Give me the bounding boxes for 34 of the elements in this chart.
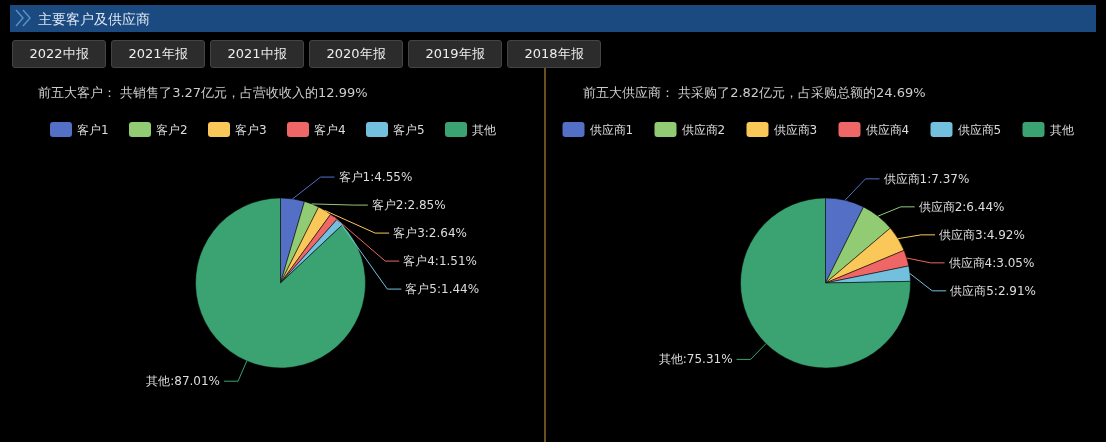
text: 2018年报 [507,40,601,68]
legend-label: 客户3 [235,123,267,137]
legend-label: 供应商4 [865,123,910,137]
legend-label: 其他 [472,123,496,137]
legend-label: 客户2 [156,123,188,137]
chart-title: 主要客户及供应商 [38,11,150,27]
data-label: 客户2:2.85% [371,198,446,213]
data-label: 供应商3:4.92% [939,227,1025,242]
legend-label: 客户5 [393,123,425,137]
data-label: 供应商4:3.05% [948,255,1035,270]
text: 2019年报 [408,40,502,68]
chart-subtitle: 前五大供应商： 共采购了2.82亿元，占采购总额的24.69% [583,85,926,100]
chart-subtitle: 前五大客户： 共销售了3.27亿元，占营收收入的12.99% [38,85,368,100]
legend-label: 客户1 [77,123,109,137]
data-label: 供应商1:7.37% [883,171,970,186]
data-label: 客户3:2.64% [393,226,467,241]
data-label: 客户4:1.51% [403,254,478,269]
data-label: 其他:87.01% [146,374,221,389]
text: 2021年报 [111,40,205,68]
legend-label: 供应商2 [681,123,726,137]
legend-label: 客户4 [314,123,346,137]
text: 2022中报 [12,40,106,68]
text: 2020年报 [309,40,403,68]
legend-label: 供应商3 [773,123,818,137]
data-label: 其他:75.31% [658,352,733,367]
text: 2021中报 [210,40,304,68]
pie-slice [740,197,911,369]
data-label: 客户1:4.55% [338,170,413,185]
legend-label: 其他 [1049,123,1074,137]
legend-label: 供应商5 [957,123,1002,137]
data-label: 客户5:1.44% [405,282,480,297]
data-label: 供应商5:2.91% [950,283,1037,298]
legend-label: 供应商1 [589,123,634,137]
data-label: 供应商2:6.44% [918,199,1005,214]
